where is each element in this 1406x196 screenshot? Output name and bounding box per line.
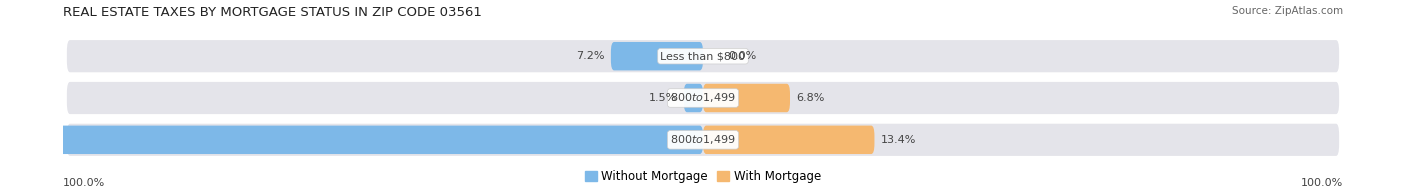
Text: $800 to $1,499: $800 to $1,499 xyxy=(671,92,735,104)
Text: 100.0%: 100.0% xyxy=(63,178,105,188)
FancyBboxPatch shape xyxy=(683,84,703,112)
Legend: Without Mortgage, With Mortgage: Without Mortgage, With Mortgage xyxy=(581,166,825,188)
Text: Source: ZipAtlas.com: Source: ZipAtlas.com xyxy=(1232,6,1343,16)
FancyBboxPatch shape xyxy=(66,39,1340,73)
Text: REAL ESTATE TAXES BY MORTGAGE STATUS IN ZIP CODE 03561: REAL ESTATE TAXES BY MORTGAGE STATUS IN … xyxy=(63,6,482,19)
Text: 13.4%: 13.4% xyxy=(880,135,917,145)
FancyBboxPatch shape xyxy=(610,42,703,70)
Text: 7.2%: 7.2% xyxy=(576,51,605,61)
FancyBboxPatch shape xyxy=(66,123,1340,157)
Text: 6.8%: 6.8% xyxy=(796,93,825,103)
Text: $800 to $1,499: $800 to $1,499 xyxy=(671,133,735,146)
FancyBboxPatch shape xyxy=(703,126,875,154)
Text: 100.0%: 100.0% xyxy=(1301,178,1343,188)
FancyBboxPatch shape xyxy=(0,126,703,154)
FancyBboxPatch shape xyxy=(66,81,1340,115)
FancyBboxPatch shape xyxy=(703,84,790,112)
Text: Less than $800: Less than $800 xyxy=(661,51,745,61)
Text: 1.5%: 1.5% xyxy=(650,93,678,103)
Text: 0.0%: 0.0% xyxy=(728,51,756,61)
